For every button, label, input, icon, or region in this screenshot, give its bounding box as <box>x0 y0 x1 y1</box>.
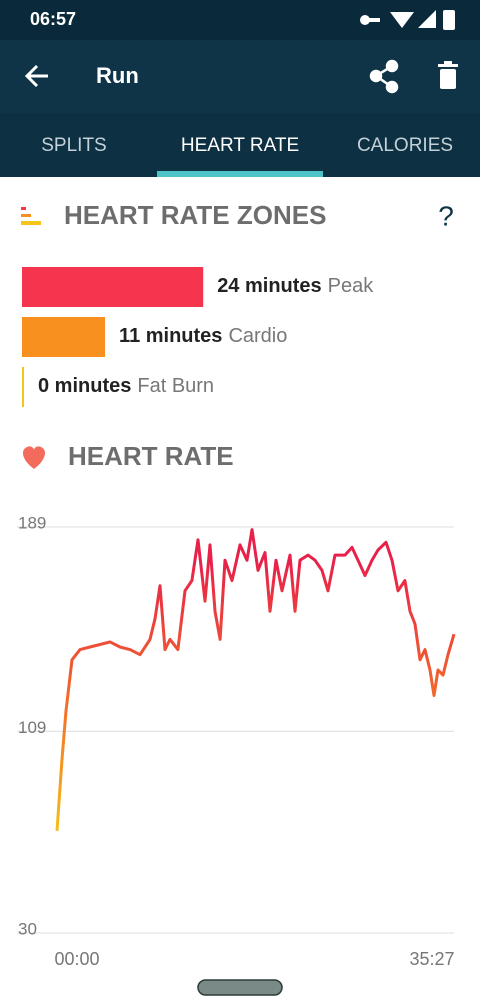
zone-label: 11 minutes Cardio <box>119 325 287 347</box>
y-tick-label: 109 <box>18 718 46 737</box>
tab-indicator <box>157 171 323 177</box>
heart-icon <box>22 446 46 469</box>
tab[interactable]: CALORIES <box>357 135 453 156</box>
zone-minutes: 0 minutes <box>38 375 131 397</box>
zones-icon <box>21 207 41 225</box>
x-tick-label: 35:27 <box>409 949 454 969</box>
home-indicator[interactable] <box>197 979 283 996</box>
status-icons <box>360 10 455 30</box>
help-button[interactable]: ? <box>438 200 454 231</box>
tab-bar <box>0 113 480 177</box>
chart-title: HEART RATE <box>68 441 234 471</box>
zone-name: Cardio <box>228 325 287 347</box>
share-button[interactable] <box>369 59 399 94</box>
section-title: HEART RATE ZONES <box>64 200 326 230</box>
app-bar <box>0 40 480 113</box>
heart-rate-line <box>55 528 456 832</box>
tab[interactable]: SPLITS <box>41 135 106 156</box>
delete-button[interactable] <box>438 61 458 89</box>
y-tick-label: 30 <box>18 919 37 938</box>
zone-minutes: 11 minutes <box>119 325 222 347</box>
clock: 06:57 <box>30 9 76 29</box>
zone-bar <box>22 267 204 307</box>
y-tick-label: 189 <box>18 513 46 532</box>
app-title: Run <box>96 63 139 88</box>
zone-label: 24 minutes Peak <box>217 275 374 297</box>
zone-name: Peak <box>328 275 375 297</box>
back-button[interactable] <box>24 64 48 88</box>
zone-minutes: 24 minutes <box>217 275 321 297</box>
zone-bar <box>22 367 24 407</box>
tab[interactable]: HEART RATE <box>181 135 299 156</box>
zone-name: Fat Burn <box>137 375 214 397</box>
zone-label: 0 minutes Fat Burn <box>38 375 214 397</box>
x-tick-label: 00:00 <box>54 949 99 969</box>
zone-bar <box>22 317 106 357</box>
